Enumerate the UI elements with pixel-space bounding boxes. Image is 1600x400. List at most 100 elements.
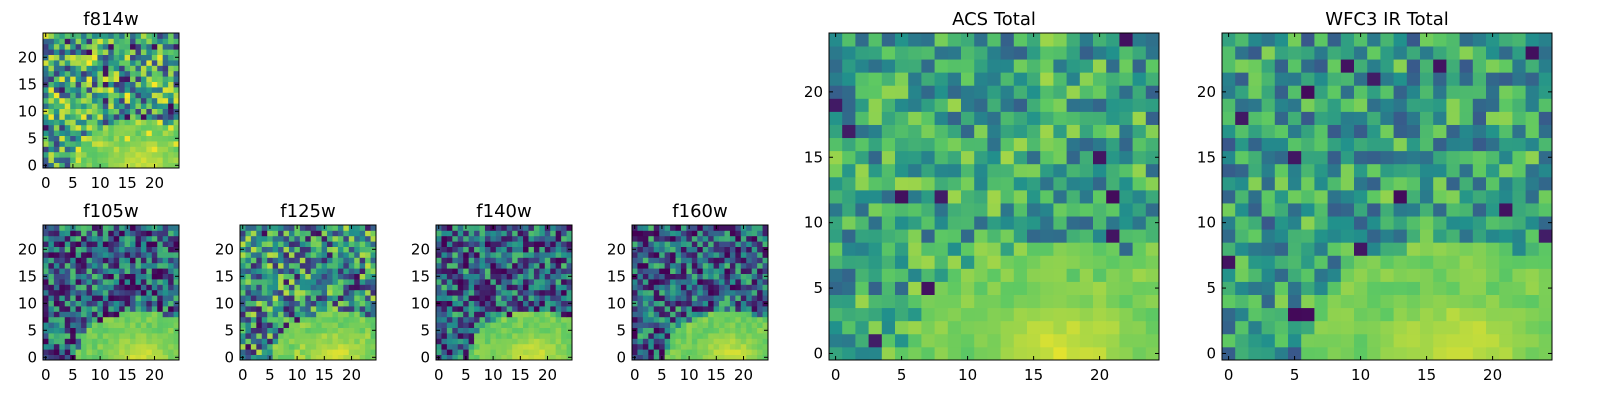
heatmap-cell [43,306,49,312]
heatmap-cell [168,322,174,328]
heatmap-cell [168,54,174,61]
heatmap-cell [1380,268,1394,282]
heatmap-cell [746,343,753,350]
heatmap-cell [1327,216,1342,230]
heatmap-cell [961,59,975,73]
heatmap-cell [48,246,55,253]
heatmap-cell [53,38,60,45]
heatmap-cell [1000,124,1015,139]
heatmap-cell [881,189,896,204]
heatmap-cell [506,273,513,280]
heatmap-cell [974,59,988,73]
heatmap-cell [757,225,763,231]
heatmap-cell [119,81,125,88]
heatmap-cell [1222,307,1236,322]
heatmap-cell [691,279,698,285]
heatmap-cell [1499,59,1513,73]
heatmap-cell [1013,229,1028,243]
heatmap-cell [1340,294,1355,309]
heatmap-cell [1472,294,1487,309]
x-tick-label: 5 [1290,366,1300,384]
heatmap-cell [1327,268,1342,282]
heatmap-cell [1000,189,1015,204]
heatmap-cell [140,49,147,55]
heatmap-cell [151,316,158,323]
heatmap-cell [337,327,344,334]
heatmap-cell [908,33,922,47]
heatmap-cell [1261,203,1276,217]
heatmap-cell [1027,189,1041,204]
heatmap-cell [1459,203,1474,217]
heatmap-cell [868,346,883,361]
heatmap-cell [642,268,649,274]
heatmap-cell [757,338,763,345]
heatmap-cell [1119,268,1133,282]
heatmap-cell [868,72,883,86]
y-tick-label: 10 [215,294,234,312]
heatmap-cell [365,333,371,339]
heatmap-cell [1145,124,1160,139]
heatmap-cell [632,257,638,264]
heatmap-cell [1119,281,1133,295]
heatmap-cell [632,235,638,242]
heatmap-cell [135,235,142,242]
heatmap-cell [113,333,120,339]
heatmap-cell [642,257,649,264]
heatmap-cell [908,333,922,348]
heatmap-cell [1013,72,1028,86]
heatmap-cell [544,241,551,247]
heatmap-cell [162,162,169,169]
heatmap-cell [173,306,180,312]
heatmap-cell [1274,346,1289,361]
heatmap-cell [1145,85,1160,99]
heatmap-cell [1079,294,1094,309]
heatmap-cell [446,230,453,237]
heatmap-cell [157,119,164,126]
heatmap-cell [119,49,125,55]
heatmap-cell [1459,346,1474,361]
heatmap-cell [1367,46,1381,60]
heatmap-cell [113,279,120,285]
heatmap-cell [479,306,486,312]
heatmap-cell [168,235,174,242]
heatmap-cell [70,349,77,355]
heatmap-cell [81,289,87,296]
heatmap-cell [517,252,524,258]
heatmap-cell [1420,111,1434,125]
heatmap-cell [757,284,763,291]
heatmap-cell [354,289,361,296]
heatmap-cell [561,333,567,339]
y-tick-label: 5 [1206,279,1216,297]
heatmap-cell [550,306,557,312]
heatmap-cell [113,241,120,247]
heatmap-cell [1222,189,1236,204]
heatmap-cell [659,343,666,350]
heatmap-cell [719,257,725,264]
heatmap-cell [1066,229,1081,243]
heatmap-cell [151,108,158,115]
heatmap-cell [1367,72,1381,86]
heatmap-cell [512,252,518,258]
heatmap-cell [337,316,344,323]
heatmap-cell [283,284,290,291]
heatmap-cell [908,294,922,309]
heatmap-cell [354,257,361,264]
heatmap-cell [1380,203,1394,217]
heatmap-cell [108,135,115,142]
heatmap-cell [1380,333,1394,348]
heatmap-cell [48,130,55,136]
heatmap-cell [539,235,546,242]
heatmap-cell [162,33,169,39]
heatmap-cell [102,257,109,264]
heatmap-cell [337,279,344,285]
heatmap-cell [75,322,82,328]
heatmap-cell [1314,98,1328,112]
heatmap-cell [855,268,869,282]
heatmap-cell [70,92,77,99]
heatmap-cell [1354,59,1368,73]
heatmap-cell [566,338,573,345]
heatmap-cell [561,257,567,264]
heatmap-cell [1106,216,1120,230]
heatmap-cell [762,311,769,318]
heatmap-cell [479,343,486,350]
